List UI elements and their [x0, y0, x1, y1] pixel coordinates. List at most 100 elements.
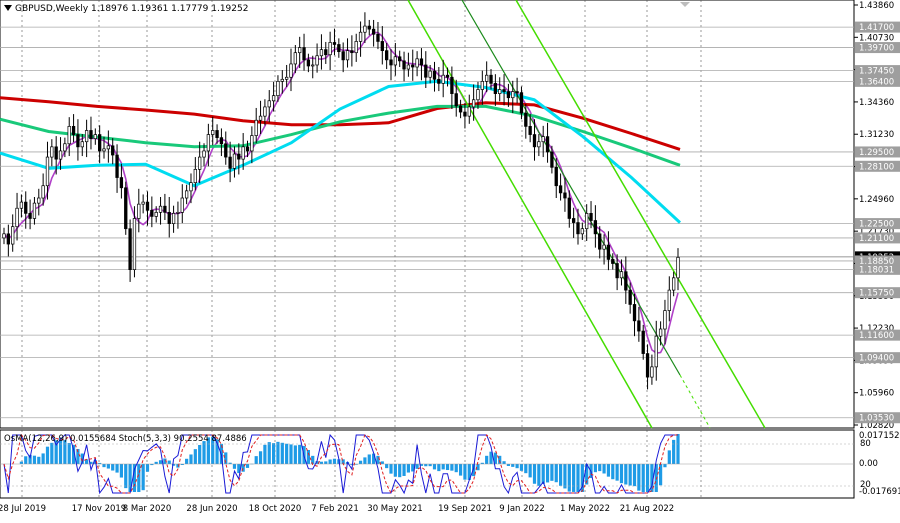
level-label-3: 1.36400 [859, 77, 894, 87]
candle-body-5 [24, 201, 28, 214]
candle-body-102 [445, 74, 450, 78]
time-label-4: 18 Oct 2020 [249, 504, 302, 514]
candle-body-51 [224, 143, 228, 158]
osma-bar-66 [289, 444, 293, 464]
osma-bar-20 [89, 461, 93, 464]
candle-body-25 [111, 145, 115, 156]
osma-bar-146 [637, 464, 641, 491]
osma-bar-112 [489, 451, 493, 464]
ma-violet [3, 31, 679, 354]
candle-body-104 [454, 93, 458, 107]
indicator-title: OsMA(12,26,9) 0.0155684 Stoch(5,3,3) 90.… [4, 434, 247, 444]
osma-bar-117 [511, 464, 515, 467]
level-label-10: 1.18031 [859, 265, 894, 275]
candle-body-7 [32, 202, 37, 219]
osma-bar-37 [163, 458, 167, 464]
osma-bar-12 [54, 440, 58, 464]
indicator-axis-label-0: 0.0171522 [859, 431, 900, 441]
candle-body-52 [228, 156, 232, 169]
candle-body-147 [641, 330, 645, 354]
stoch-main-line [3, 433, 678, 495]
candle-body-101 [441, 74, 445, 84]
candle-body-41 [180, 197, 184, 213]
level-label-9: 1.18850 [859, 257, 894, 267]
candle-body-152 [663, 310, 667, 330]
time-label-0: 28 Jul 2019 [0, 504, 46, 514]
candle-body-78 [341, 51, 345, 61]
candle-body-109 [476, 89, 480, 101]
candle-body-89 [389, 59, 393, 66]
candle-body-48 [211, 130, 215, 135]
osma-bar-26 [115, 464, 119, 473]
osma-bar-27 [119, 464, 124, 478]
candle-body-6 [28, 213, 32, 219]
level-label-5: 1.28100 [859, 162, 894, 172]
osma-bar-108 [472, 464, 476, 477]
osma-bar-142 [619, 464, 624, 484]
osma-bar-147 [641, 464, 645, 492]
osma-bar-48 [211, 437, 215, 464]
candle-body-132 [576, 222, 580, 235]
osma-bar-143 [624, 464, 628, 485]
osma-bar-61 [267, 442, 271, 464]
candle-body-75 [328, 42, 332, 56]
candle-body-155 [676, 257, 680, 279]
price-tick-label-4: 1.31230 [859, 130, 894, 140]
main-pane[interactable] [0, 0, 855, 429]
osma-bar-154 [672, 439, 676, 464]
osma-bar-55 [241, 464, 245, 472]
indicator-axis-label-3: 20 [860, 480, 871, 490]
indicator-axis-label-2: 0.00 [859, 459, 878, 469]
candle-body-21 [93, 134, 97, 140]
candle-body-36 [158, 205, 163, 213]
osma-bar-104 [454, 464, 458, 473]
osma-bar-97 [424, 464, 428, 467]
candle-body-69 [302, 47, 306, 61]
candle-body-35 [154, 211, 158, 217]
time-label-6: 30 May 2021 [367, 504, 422, 514]
candle-body-141 [615, 263, 619, 279]
osma-bar-95 [415, 464, 419, 469]
osma-bar-107 [467, 464, 471, 480]
candle-body-127 [554, 166, 558, 187]
candle-body-1 [6, 233, 11, 245]
osma-bar-19 [85, 459, 89, 464]
osma-bar-4 [19, 461, 23, 464]
osma-bar-101 [441, 464, 445, 470]
scroll-marker-icon[interactable] [680, 2, 690, 7]
osma-bar-5 [24, 456, 28, 464]
osma-bar-17 [76, 449, 80, 464]
level-box-2 [855, 65, 900, 77]
osma-bar-130 [567, 464, 571, 492]
osma-bar-85 [372, 453, 376, 464]
osma-bar-132 [576, 464, 580, 492]
osma-bar-11 [50, 442, 54, 464]
osma-bar-129 [563, 464, 567, 489]
level-box-13 [855, 352, 900, 364]
osma-bar-13 [58, 437, 63, 464]
osma-bar-23 [102, 464, 106, 468]
candle-body-140 [611, 259, 615, 264]
osma-bar-148 [645, 464, 650, 492]
osma-bar-80 [350, 464, 354, 465]
ma-line-1 [0, 104, 681, 167]
title-block: GBPUSD,Weekly 1.18976 1.19361 1.17779 1.… [4, 4, 248, 14]
osma-bar-149 [650, 464, 654, 492]
candle-body-137 [598, 233, 602, 250]
candle-body-31 [137, 203, 141, 219]
candle-body-98 [428, 70, 432, 78]
osma-bar-89 [389, 464, 393, 474]
candle-body-107 [467, 106, 471, 117]
candle-body-138 [602, 244, 606, 250]
candle-body-88 [385, 50, 389, 61]
price-tick-label-12: 1.05960 [859, 389, 894, 399]
candle-body-118 [515, 91, 519, 93]
candlesticks [2, 12, 680, 390]
osma-bar-140 [611, 464, 615, 480]
candle-body-84 [367, 25, 371, 30]
osma-bar-145 [632, 464, 637, 487]
candle-body-55 [241, 146, 245, 160]
